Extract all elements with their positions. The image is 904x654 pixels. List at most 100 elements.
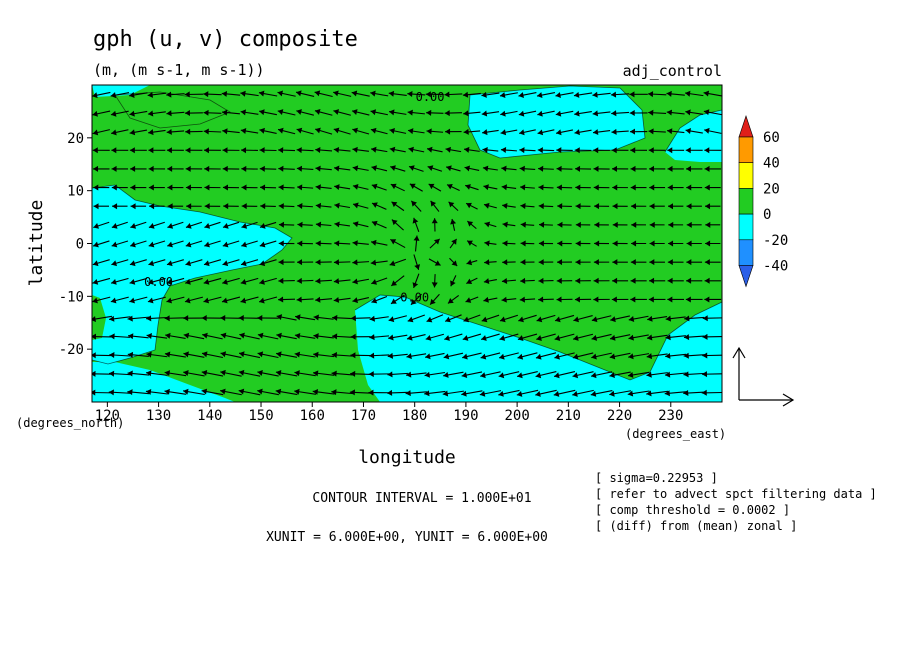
wind-arrow — [148, 259, 166, 267]
colorbar: 60 40 20 0 -20 -40 — [738, 115, 788, 288]
colorbar-cell — [738, 188, 754, 215]
wind-arrow — [574, 110, 592, 117]
wind-arrow — [592, 110, 611, 117]
wind-arrow — [239, 332, 260, 340]
wind-arrow — [369, 315, 389, 322]
wind-arrow — [479, 390, 502, 397]
wind-arrow — [482, 129, 499, 136]
wind-arrow — [259, 221, 277, 229]
wind-arrow — [259, 259, 277, 267]
wind-arrow — [444, 333, 463, 341]
wind-arrow — [480, 352, 501, 360]
wind-arrow — [111, 184, 128, 191]
y-tick-label: -10 — [59, 289, 84, 305]
wind-arrow — [537, 147, 555, 154]
wind-arrow — [704, 184, 721, 191]
wind-arrow — [390, 238, 406, 249]
wind-arrow — [612, 240, 628, 247]
wind-arrow — [554, 333, 575, 341]
contour-label: 0.00 — [416, 90, 445, 104]
wind-arrow — [333, 109, 351, 116]
wind-arrow — [499, 92, 518, 98]
positive-pocket-west — [92, 295, 106, 340]
wind-arrow — [203, 91, 222, 98]
wind-arrow — [628, 315, 649, 322]
wind-arrow — [667, 184, 684, 191]
wind-arrow — [629, 109, 648, 116]
wind-arrow — [648, 128, 666, 135]
wind-arrow — [110, 110, 129, 117]
wind-arrow — [554, 314, 575, 323]
wind-arrow — [167, 165, 184, 172]
wind-arrow — [164, 351, 186, 358]
wind-arrow — [127, 333, 149, 340]
wind-arrow — [164, 315, 187, 322]
wind-arrow — [611, 296, 629, 303]
y-tick-label: 20 — [67, 131, 84, 147]
wind-arrow — [240, 109, 259, 116]
wind-arrow — [501, 184, 517, 191]
wind-arrow — [686, 240, 702, 247]
wind-arrow — [538, 184, 554, 191]
wind-arrow — [538, 203, 554, 210]
wind-arrow — [408, 165, 424, 172]
wind-arrow — [500, 129, 518, 136]
wind-arrow — [315, 184, 332, 191]
wind-arrow — [257, 332, 279, 340]
wind-arrow — [630, 296, 647, 303]
wind-arrow — [185, 184, 202, 191]
wind-arrow — [92, 315, 113, 322]
wind-arrow — [93, 184, 110, 191]
wind-arrow — [684, 90, 704, 97]
wind-arrow — [203, 296, 222, 304]
wind-arrow — [110, 92, 130, 99]
wind-arrow — [368, 371, 390, 378]
wind-arrow — [501, 165, 517, 172]
wind-arrow — [111, 221, 128, 229]
wind-arrow — [390, 275, 405, 287]
wind-arrow — [593, 147, 610, 154]
wind-arrow — [666, 109, 685, 116]
wind-arrow — [387, 371, 409, 378]
wind-arrow — [705, 203, 721, 210]
wind-arrow — [553, 389, 576, 397]
wind-arrow — [628, 353, 650, 360]
wind-arrow — [649, 184, 666, 191]
wind-arrow — [312, 370, 335, 377]
wind-arrow — [389, 258, 407, 267]
wind-arrow — [428, 258, 441, 266]
wind-arrow — [111, 147, 129, 154]
wind-arrow — [412, 217, 420, 233]
wind-arrow — [165, 332, 186, 339]
wind-arrow — [111, 240, 129, 248]
wind-arrow — [465, 202, 478, 210]
wind-arrow — [556, 147, 573, 154]
colorbar-cell — [738, 136, 754, 164]
wind-arrow — [554, 352, 575, 360]
wind-arrow — [683, 352, 705, 359]
wind-arrow — [572, 352, 594, 360]
wind-arrow — [574, 296, 592, 303]
wind-arrow — [147, 91, 167, 98]
note-3: [ comp threshold = 0.0002 ] — [595, 503, 790, 517]
wind-arrow — [590, 371, 613, 379]
wind-arrow — [352, 202, 369, 209]
wind-arrow — [629, 91, 648, 98]
wind-arrow — [92, 91, 111, 99]
wind-arrow — [519, 129, 536, 136]
wind-arrow — [502, 259, 516, 266]
wind-arrow — [201, 388, 224, 396]
wind-arrow — [371, 295, 388, 304]
wind-arrow — [628, 334, 649, 341]
wind-arrow — [408, 146, 425, 153]
wind-arrow — [431, 218, 438, 232]
wind-arrow — [572, 371, 594, 379]
wind-arrow — [594, 240, 610, 247]
wind-arrow — [648, 109, 667, 116]
wind-arrow — [92, 147, 110, 154]
wind-arrow — [278, 165, 295, 172]
colorbar-cell — [738, 239, 754, 266]
wind-arrow — [130, 184, 147, 191]
wind-arrow — [668, 221, 684, 228]
wind-arrow — [648, 296, 666, 303]
